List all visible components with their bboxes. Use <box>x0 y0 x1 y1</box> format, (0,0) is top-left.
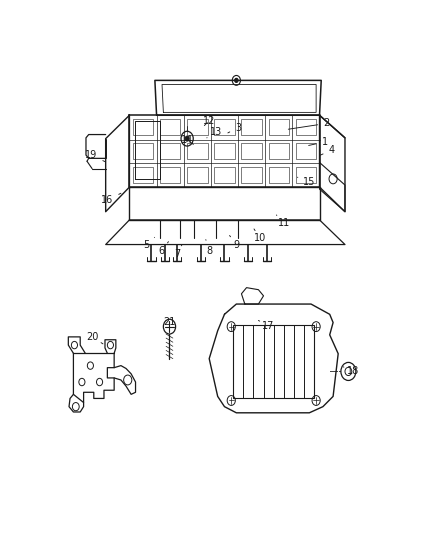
Text: 11: 11 <box>276 215 290 228</box>
Bar <box>214 167 235 183</box>
Text: 10: 10 <box>254 229 266 244</box>
Text: 21: 21 <box>163 317 176 330</box>
Text: 12: 12 <box>203 116 215 126</box>
Text: 1: 1 <box>309 137 328 147</box>
Bar <box>214 143 235 159</box>
Text: 16: 16 <box>101 193 121 205</box>
Bar <box>160 143 180 159</box>
Circle shape <box>235 78 238 83</box>
Text: 8: 8 <box>206 240 212 256</box>
Bar <box>187 143 208 159</box>
Bar <box>268 143 289 159</box>
Text: 17: 17 <box>258 320 275 331</box>
Bar <box>214 119 235 135</box>
Bar <box>296 119 316 135</box>
Bar <box>187 119 208 135</box>
Text: 2: 2 <box>288 118 329 129</box>
Text: 18: 18 <box>343 366 359 376</box>
Bar <box>133 167 153 183</box>
Text: 7: 7 <box>174 245 182 259</box>
Bar <box>133 143 153 159</box>
Text: 14: 14 <box>181 135 193 145</box>
Text: 13: 13 <box>207 127 222 138</box>
Text: 3: 3 <box>228 123 241 133</box>
Bar <box>160 119 180 135</box>
Text: 4: 4 <box>320 145 335 155</box>
Bar <box>296 167 316 183</box>
Text: 19: 19 <box>85 150 105 161</box>
Bar <box>241 167 262 183</box>
Bar <box>241 143 262 159</box>
Bar <box>187 167 208 183</box>
Bar <box>160 167 180 183</box>
Text: 9: 9 <box>230 236 240 249</box>
Bar <box>268 167 289 183</box>
Text: 15: 15 <box>297 177 315 187</box>
Bar <box>296 143 316 159</box>
Bar <box>268 119 289 135</box>
Circle shape <box>185 136 189 141</box>
Text: 6: 6 <box>159 241 169 256</box>
Bar <box>133 119 153 135</box>
Text: 5: 5 <box>143 237 155 249</box>
Bar <box>233 325 314 399</box>
Bar <box>241 119 262 135</box>
Text: 20: 20 <box>86 332 103 344</box>
